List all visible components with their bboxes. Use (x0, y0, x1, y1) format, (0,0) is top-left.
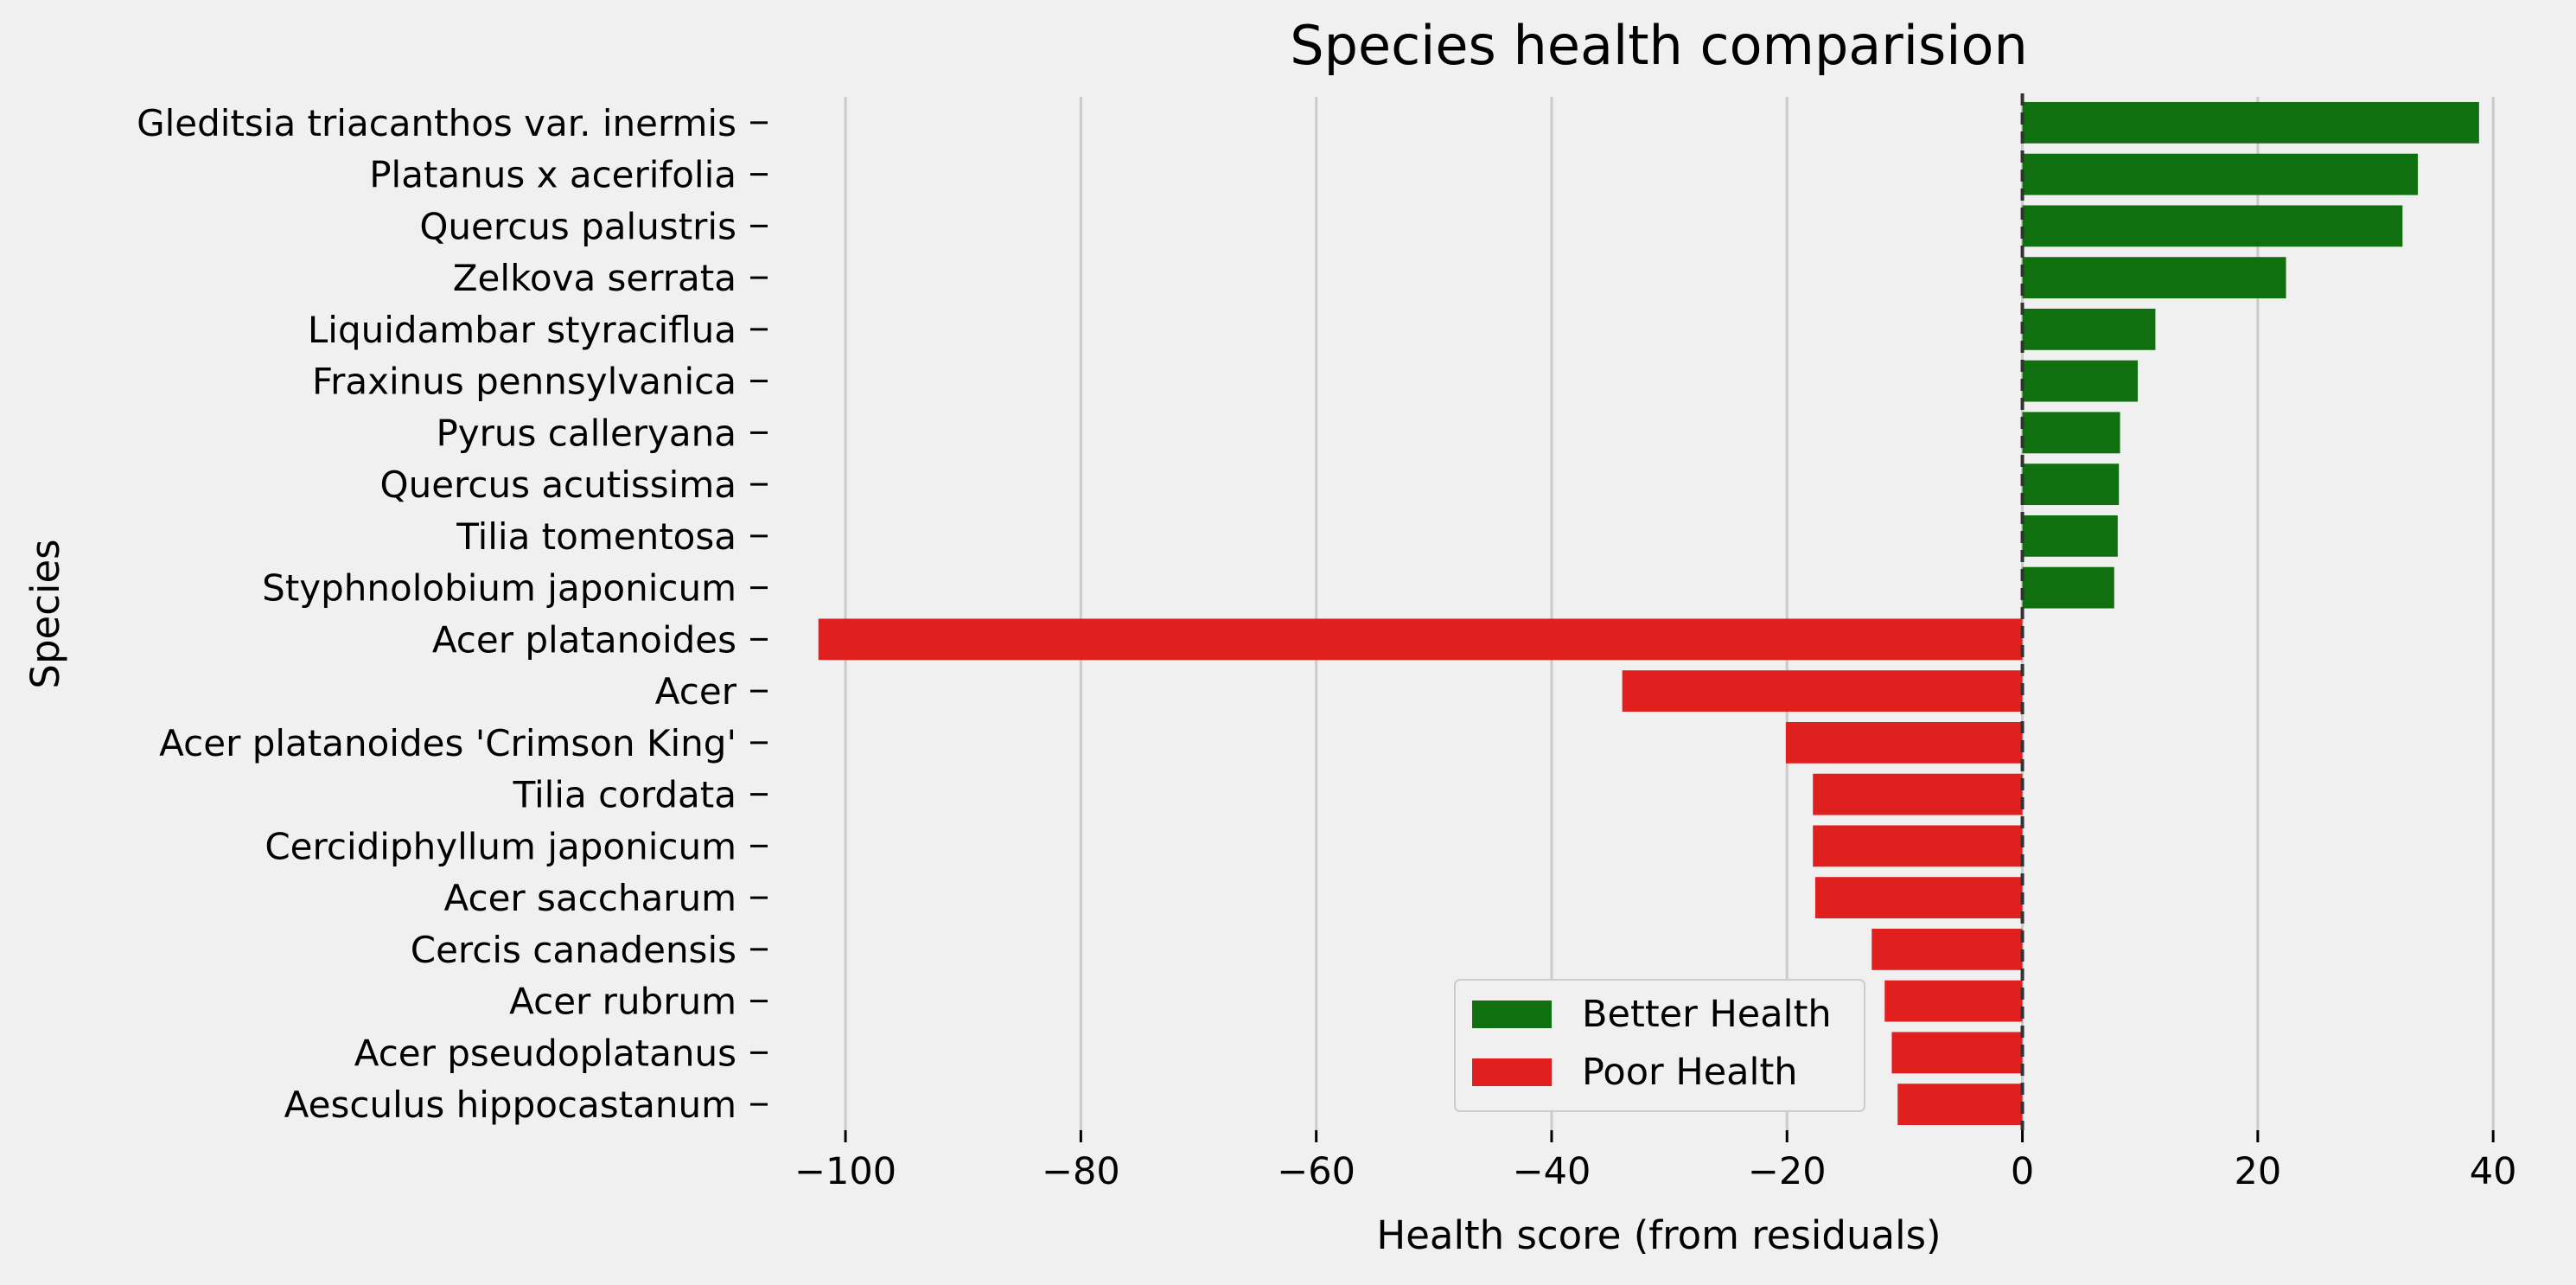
y-tick-label: Acer saccharum (443, 877, 736, 919)
bar-acer (1622, 670, 2023, 713)
y-tick-label: Cercis canadensis (411, 929, 736, 971)
bar-acer-pseudoplatanus (1891, 1032, 2023, 1074)
bar-styphnolobium-japonicum (2022, 566, 2114, 609)
bar-cercidiphyllum-japonicum (1813, 825, 2023, 867)
bar-liquidambar-styraciflua (2022, 308, 2156, 350)
bar-fraxinus-pennsylvanica (2022, 360, 2138, 402)
legend-frame (1454, 979, 1865, 1112)
legend: Better Health Poor Health (1454, 979, 1865, 1112)
y-tick-label: Cercidiphyllum japonicum (265, 825, 736, 867)
y-tick-label: Acer platanoides 'Crimson King' (159, 722, 736, 764)
y-tick-label: Tilia tomentosa (456, 515, 736, 558)
y-axis-label: Species (22, 539, 68, 688)
y-tick-label: Acer pseudoplatanus (354, 1032, 736, 1074)
bar-acer-saccharum (1814, 877, 2023, 919)
bar-acer-platanoides (818, 618, 2023, 661)
bar-cercis-canadensis (1871, 928, 2023, 970)
legend-label-poor-health: Poor Health (1582, 1051, 1798, 1094)
y-axis-ticks: Gleditsia triacanthos var. inermis Platan… (137, 102, 768, 1126)
y-tick-label: Liquidambar styraciflua (308, 309, 736, 351)
y-tick-label: Acer rubrum (509, 981, 736, 1023)
y-tick-label: Aesculus hippocastanum (284, 1084, 736, 1126)
bar-gleditsia-triacanthos-var-inermis (2022, 101, 2479, 144)
x-tick-label: −60 (1277, 1150, 1355, 1193)
x-tick-label: −40 (1513, 1150, 1591, 1193)
y-tick-label: Pyrus calleryana (436, 412, 736, 454)
y-tick-label: Fraxinus pennsylvanica (312, 361, 736, 403)
bar-pyrus-calleryana (2022, 412, 2120, 454)
bar-aesculus-hippocastanum (1897, 1084, 2023, 1126)
x-tick-label: 20 (2234, 1150, 2281, 1193)
y-tick-label: Quercus palustris (419, 205, 736, 247)
legend-swatch-better-health (1472, 1001, 1552, 1028)
bar-quercus-palustris (2022, 205, 2403, 247)
y-tick-label: Tilia cordata (513, 774, 736, 816)
x-tick-label: −80 (1042, 1150, 1120, 1193)
x-tick-label: −100 (794, 1150, 896, 1193)
y-tick-label: Quercus acutissima (380, 463, 736, 506)
y-tick-label: Acer (655, 670, 737, 713)
bar-zelkova-serrata (2022, 257, 2286, 299)
legend-swatch-poor-health (1472, 1058, 1552, 1086)
bar-acer-rubrum (1884, 980, 2023, 1022)
bar-acer-platanoides-crimson-king (1785, 721, 2023, 764)
y-tick-label: Acer platanoides (432, 618, 736, 661)
y-tick-label: Styphnolobium japonicum (262, 567, 736, 610)
bar-quercus-acutissima (2022, 463, 2120, 506)
legend-label-better-health: Better Health (1582, 993, 1832, 1036)
x-tick-label: −20 (1748, 1150, 1827, 1193)
chart-title: Species health comparision (1290, 14, 2028, 77)
bar-tilia-cordata (1813, 773, 2023, 815)
x-axis-ticks: −100 −80 −60 −40 −20 0 20 40 (794, 1130, 2517, 1193)
x-tick-label: 40 (2470, 1150, 2517, 1193)
y-tick-label: Gleditsia triacanthos var. inermis (137, 102, 736, 144)
bar-tilia-tomentosa (2022, 515, 2118, 557)
y-tick-label: Platanus x acerifolia (369, 154, 736, 196)
bars (818, 101, 2479, 1126)
y-tick-label: Zelkova serrata (453, 257, 736, 299)
x-axis-label: Health score (from residuals) (1376, 1212, 1941, 1258)
bar-platanus-x-acerifolia (2022, 153, 2419, 195)
x-tick-label: 0 (2011, 1150, 2034, 1193)
